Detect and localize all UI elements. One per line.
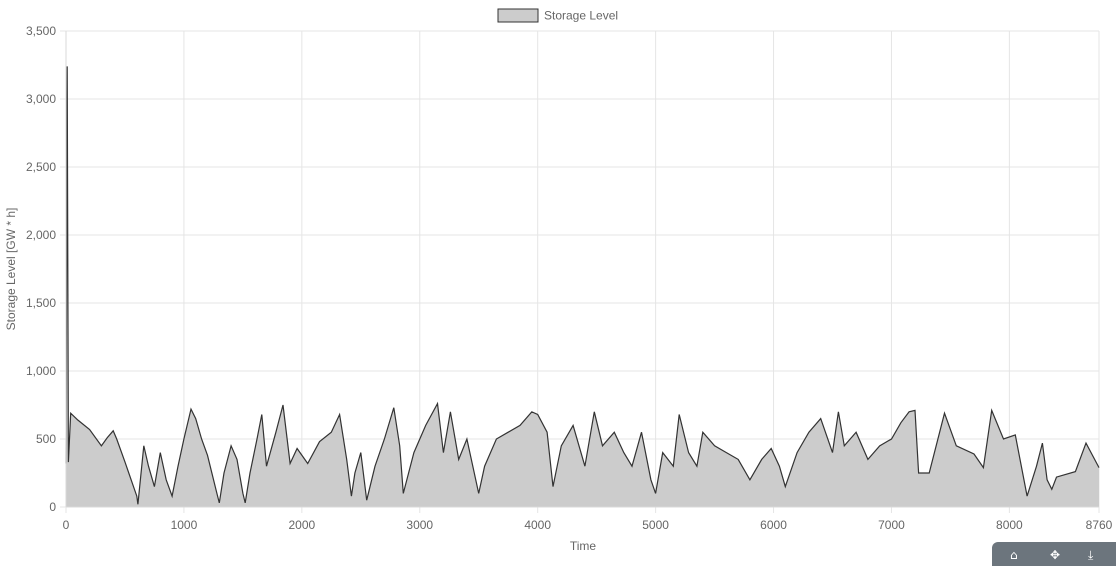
storage-area — [66, 66, 1099, 508]
y-tick-label: 500 — [36, 432, 56, 446]
y-tick-label: 1,500 — [26, 296, 56, 310]
y-axis-title: Storage Level [GW * h] — [4, 208, 18, 331]
x-tick-label: 6000 — [760, 518, 787, 532]
x-axis-title: Time — [570, 539, 597, 553]
axes: 0 500 1,000 1,500 2,000 2,500 3,000 3,500 0 1000 2… — [26, 24, 1113, 532]
x-tick-label: 0 — [63, 518, 70, 532]
y-tick-label: 2,000 — [26, 228, 56, 242]
x-tick-label: 1000 — [171, 518, 198, 532]
x-tick-label: 4000 — [524, 518, 551, 532]
legend-label[interactable]: Storage Level — [544, 9, 618, 23]
chart-toolbar[interactable]: ⌂ ✥ ⤓ — [992, 542, 1116, 566]
legend-swatch[interactable] — [497, 8, 539, 23]
grid — [60, 30, 1100, 513]
home-icon[interactable]: ⌂ — [1010, 548, 1018, 562]
legend[interactable]: Storage Level — [497, 8, 618, 23]
y-tick-label: 0 — [49, 500, 56, 514]
x-tick-label: 8760 — [1086, 518, 1113, 532]
x-tick-label: 8000 — [996, 518, 1023, 532]
y-tick-label: 3,500 — [26, 24, 56, 38]
area-layer — [65, 66, 1100, 508]
storage-line — [65, 66, 1100, 505]
y-tick-label: 3,000 — [26, 92, 56, 106]
x-tick-label: 5000 — [642, 518, 669, 532]
y-tick-label: 1,000 — [26, 364, 56, 378]
y-tick-label: 2,500 — [26, 160, 56, 174]
pan-icon[interactable]: ✥ — [1050, 548, 1061, 562]
x-tick-label: 2000 — [288, 518, 315, 532]
x-tick-label: 3000 — [406, 518, 433, 532]
x-tick-label: 7000 — [878, 518, 905, 532]
download-icon[interactable]: ⤓ — [1088, 548, 1094, 562]
